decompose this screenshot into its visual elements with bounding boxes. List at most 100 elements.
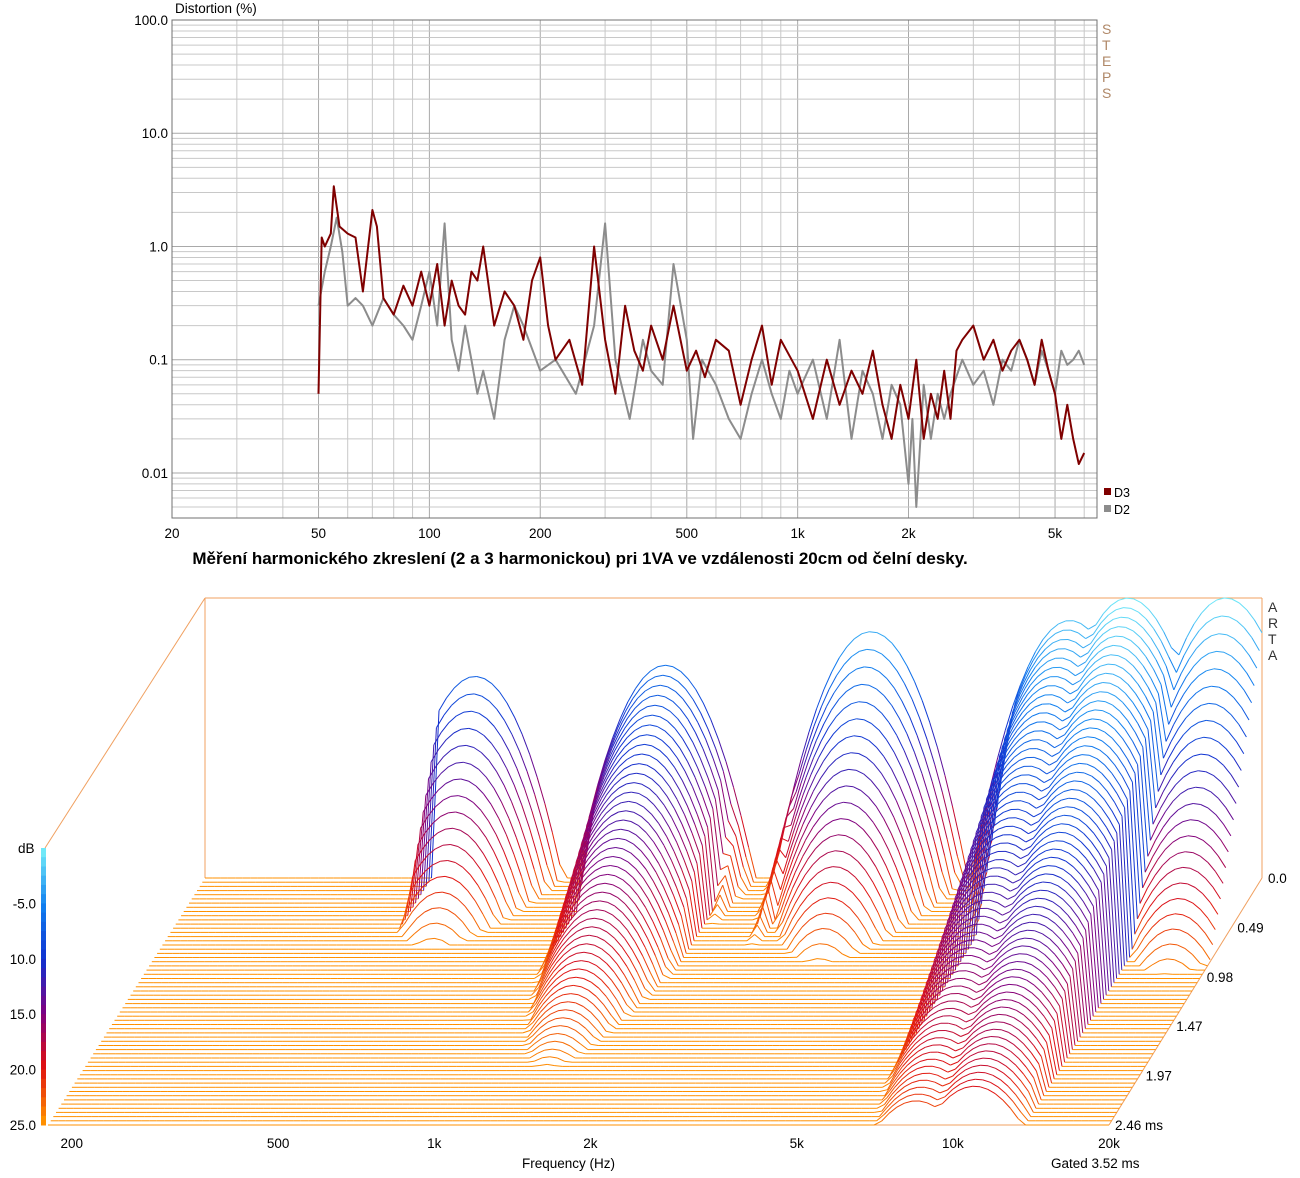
waterfall-slice-segment xyxy=(583,813,593,835)
waterfall-slice-segment xyxy=(511,734,520,752)
waterfall-slice-segment xyxy=(1105,672,1113,675)
waterfall-slice-segment xyxy=(1206,668,1215,672)
waterfall-slice-segment xyxy=(649,930,659,948)
waterfall-slice-segment xyxy=(476,676,485,680)
waterfall-slice-segment xyxy=(709,817,719,886)
waterfall-slice-segment xyxy=(834,947,843,955)
waterfall-slice-segment xyxy=(1022,669,1031,686)
waterfall-slice-segment xyxy=(438,739,447,750)
waterfall-slice-segment xyxy=(1096,824,1105,837)
waterfall-slice-segment xyxy=(1190,721,1199,728)
waterfall-slice-segment xyxy=(1024,739,1032,744)
waterfall-slice-segment xyxy=(654,735,663,742)
waterfall-slice-segment xyxy=(1146,911,1156,923)
waterfall-slice-segment xyxy=(476,730,485,736)
waterfall-slice-segment xyxy=(1005,877,1014,884)
waterfall-slice-segment xyxy=(772,867,781,890)
waterfall-slice-segment xyxy=(1102,682,1111,684)
waterfall-slice-segment xyxy=(1251,637,1260,651)
waterfall-slice-segment xyxy=(1111,773,1121,786)
waterfall-slice-segment xyxy=(1208,754,1217,760)
waterfall-slice-segment xyxy=(783,824,792,829)
waterfall-slice-segment xyxy=(640,850,649,861)
waterfall-slice-segment xyxy=(516,768,525,789)
waterfall-slice-segment xyxy=(1048,795,1057,804)
waterfall-slice-segment xyxy=(777,847,787,859)
waterfall-slice-segment xyxy=(807,888,816,897)
waterfall-slice-segment xyxy=(521,804,530,828)
waterfall-slice-segment xyxy=(1061,752,1070,761)
waterfall-slice-segment xyxy=(600,873,608,877)
waterfall-slices xyxy=(48,597,1263,1126)
waterfall-slice-segment xyxy=(1168,656,1177,673)
waterfall-slice-segment xyxy=(620,828,629,832)
waterfall-slice-segment xyxy=(1211,633,1220,637)
waterfall-slice-segment xyxy=(1014,697,1023,713)
waterfall-slice-segment xyxy=(621,800,629,804)
waterfall-slice-segment xyxy=(1226,634,1235,640)
waterfall-slice-segment xyxy=(1173,672,1182,691)
waterfall-slice-segment xyxy=(627,894,636,905)
waterfall-slice-segment xyxy=(1195,836,1204,841)
waterfall-slice-segment xyxy=(472,916,481,930)
waterfall-slice-segment xyxy=(782,903,791,923)
waterfall-slice-segment xyxy=(655,871,664,888)
waterfall-slice-segment xyxy=(1175,693,1185,709)
waterfall-slice-segment xyxy=(1061,823,1069,825)
waterfall-slice-segment xyxy=(1035,819,1044,831)
waterfall-slice-segment xyxy=(732,845,742,877)
waterfall-slice-segment xyxy=(1139,755,1149,857)
waterfall-slice-segment xyxy=(553,946,563,958)
waterfall-slice-segment xyxy=(462,813,472,820)
waterfall-slice-segment xyxy=(588,794,598,817)
waterfall-slice-segment xyxy=(1048,840,1056,843)
waterfall-slice-segment xyxy=(559,894,569,915)
waterfall-slice-segment xyxy=(843,656,853,665)
waterfall-slice-segment xyxy=(1070,660,1079,667)
waterfall-slice-segment xyxy=(462,866,471,876)
waterfall-slice-segment xyxy=(838,785,846,789)
waterfall-slice-segment xyxy=(1045,825,1054,831)
waterfall-slice-segment xyxy=(820,766,829,779)
waterfall-slice-segment xyxy=(988,800,997,812)
waterfall-slice-segment xyxy=(792,840,801,860)
distortion-x-ticks: 20 50 100 200 500 1k 2k 5k xyxy=(164,526,1062,541)
waterfall-slice-segment xyxy=(1082,901,1092,915)
waterfall-slice-segment xyxy=(1137,684,1147,697)
waterfall-slice-segment xyxy=(1213,668,1222,671)
waterfall-slice-segment xyxy=(982,853,991,860)
waterfall-slice-segment xyxy=(1001,756,1010,769)
waterfall-slice-segment xyxy=(957,873,966,891)
waterfall-slice-segment xyxy=(619,955,628,967)
waterfall-slice-segment xyxy=(1033,785,1042,792)
waterfall-slice-segment xyxy=(1182,819,1191,823)
waterfall-slice-segment xyxy=(457,846,466,852)
waterfall-slice-segment xyxy=(679,708,689,720)
waterfall-slice-segment xyxy=(1088,816,1097,826)
waterfall-slice-segment xyxy=(1223,765,1232,776)
waterfall-slice-segment xyxy=(1098,890,1107,996)
legend-label-d3: D3 xyxy=(1114,486,1130,500)
waterfall-slice-segment xyxy=(485,837,494,851)
waterfall-slice-segment xyxy=(664,696,674,702)
waterfall-slice-segment xyxy=(928,874,938,904)
waterfall-slice-segment xyxy=(601,757,611,777)
waterfall-slice-segment xyxy=(1172,928,1180,931)
waterfall-slice-segment xyxy=(1034,679,1043,687)
waterfall-slice-segment xyxy=(617,897,626,905)
waterfall-slice-segment xyxy=(1042,676,1051,681)
waterfall-slice-segment xyxy=(657,726,666,732)
waterfall-slice-segment xyxy=(685,688,694,700)
waterfall-slice-segment xyxy=(530,1006,539,1020)
waterfall-slice-segment xyxy=(880,773,890,786)
waterfall-slice-segment xyxy=(665,966,674,975)
waterfall-slice-segment xyxy=(1024,660,1034,677)
waterfall-slice-segment xyxy=(572,885,581,898)
waterfall-slice-segment xyxy=(660,895,669,914)
waterfall-slice-segment xyxy=(598,813,607,824)
waterfall-slice-segment xyxy=(574,876,584,890)
waterfall-slice-segment xyxy=(603,815,612,824)
waterfall-slice-segment xyxy=(508,751,518,769)
waterfall-slice-segment xyxy=(998,826,1006,830)
waterfall-slice-segment xyxy=(809,958,818,961)
